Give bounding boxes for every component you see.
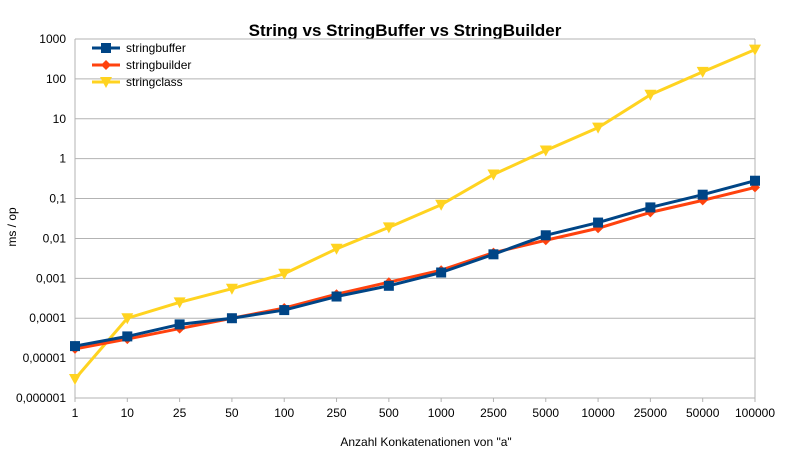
data-point bbox=[750, 175, 760, 186]
data-point bbox=[488, 249, 499, 260]
x-tick-labels: 1 10 25 50 100 250 500 1000 2500 5000 10000 25000 50… bbox=[72, 406, 776, 420]
series-line bbox=[73, 48, 756, 380]
x-tick-label: 2500 bbox=[480, 406, 507, 420]
data-point bbox=[645, 202, 656, 213]
series-layer bbox=[69, 44, 761, 385]
series-stringclass bbox=[69, 44, 761, 385]
x-tick-label: 5000 bbox=[532, 406, 559, 420]
data-point bbox=[696, 66, 709, 78]
data-point bbox=[122, 331, 133, 342]
data-point bbox=[697, 189, 708, 200]
legend-item-stringclass: stringclass bbox=[92, 75, 183, 89]
data-point bbox=[173, 297, 186, 309]
x-tick-label: 10000 bbox=[581, 406, 615, 420]
data-point bbox=[539, 145, 552, 157]
data-point bbox=[593, 217, 604, 228]
legend-label: stringbuffer bbox=[126, 41, 186, 55]
x-tick-label: 50 bbox=[225, 406, 239, 420]
y-tick-label: 0,001 bbox=[36, 271, 66, 285]
y-tick-label: 0,1 bbox=[49, 192, 66, 206]
data-point bbox=[487, 169, 500, 181]
x-tick-label: 25 bbox=[173, 406, 187, 420]
chart-title: String vs StringBuffer vs StringBuilder bbox=[249, 21, 562, 40]
legend-item-stringbuilder: stringbuilder bbox=[92, 58, 191, 72]
data-point bbox=[101, 43, 111, 53]
legend: stringbuffer stringbuilder stringclass bbox=[92, 41, 191, 89]
series-line bbox=[74, 185, 756, 351]
series-stringbuffer bbox=[70, 175, 760, 352]
y-tick-label: 0,000001 bbox=[16, 391, 66, 405]
data-point bbox=[383, 280, 394, 291]
data-point bbox=[174, 319, 185, 330]
data-point bbox=[382, 222, 395, 234]
data-point bbox=[644, 89, 657, 101]
data-point bbox=[435, 199, 448, 211]
legend-label: stringclass bbox=[126, 75, 183, 89]
x-tick-label: 50000 bbox=[686, 406, 720, 420]
data-point bbox=[592, 122, 605, 134]
y-axis-label: ms / op bbox=[5, 207, 19, 247]
data-point bbox=[278, 268, 291, 280]
data-point bbox=[279, 305, 290, 316]
y-tick-label: 1 bbox=[59, 152, 66, 166]
data-point bbox=[436, 267, 447, 278]
y-tick-label: 0,00001 bbox=[23, 351, 67, 365]
data-point bbox=[225, 283, 238, 295]
series-line bbox=[74, 179, 756, 348]
data-point bbox=[121, 313, 134, 325]
data-point bbox=[226, 313, 237, 324]
y-tick-label: 1000 bbox=[39, 32, 66, 46]
x-axis-label: Anzahl Konkatenationen von "a" bbox=[340, 435, 511, 449]
x-tick-label: 1000 bbox=[428, 406, 455, 420]
y-tick-label: 0,01 bbox=[43, 231, 67, 245]
data-point bbox=[100, 77, 112, 88]
x-tick-label: 1 bbox=[72, 406, 79, 420]
y-tick-labels: 0,000001 0,00001 0,0001 0,001 0,01 0,1 1 10 100 1… bbox=[16, 32, 66, 405]
y-tick-label: 100 bbox=[46, 72, 66, 86]
x-tick-label: 100 bbox=[274, 406, 294, 420]
x-tick-label: 250 bbox=[327, 406, 347, 420]
x-tick-label: 25000 bbox=[634, 406, 668, 420]
data-point bbox=[749, 44, 761, 56]
legend-label: stringbuilder bbox=[126, 58, 191, 72]
y-tick-label: 0,0001 bbox=[29, 311, 66, 325]
data-point bbox=[330, 243, 343, 255]
series-stringbuilder bbox=[70, 182, 760, 354]
legend-item-stringbuffer: stringbuffer bbox=[92, 41, 186, 55]
x-tick-label: 500 bbox=[379, 406, 399, 420]
data-point bbox=[540, 230, 551, 241]
x-tick-label: 10 bbox=[121, 406, 135, 420]
x-tick-label: 100000 bbox=[735, 406, 775, 420]
data-point bbox=[101, 60, 111, 70]
data-point bbox=[70, 341, 80, 352]
y-tick-label: 10 bbox=[53, 112, 67, 126]
data-point bbox=[331, 291, 342, 302]
grid bbox=[75, 38, 755, 399]
data-point bbox=[69, 373, 81, 385]
axes bbox=[74, 39, 756, 402]
